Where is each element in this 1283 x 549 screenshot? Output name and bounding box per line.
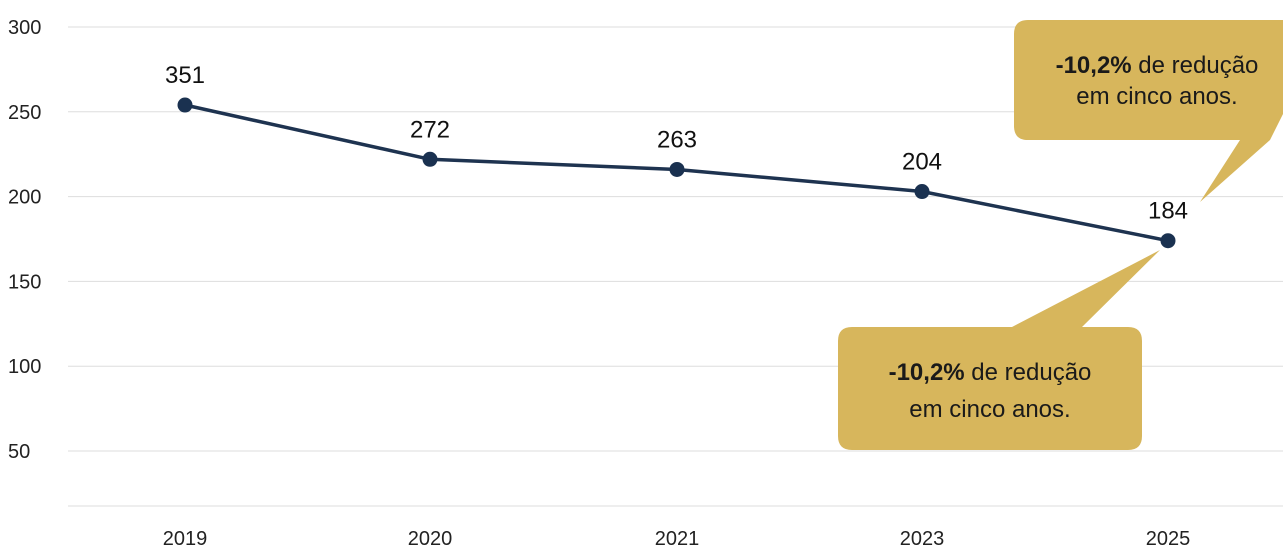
callout-top-bold: -10,2% [1056, 52, 1132, 79]
x-tick-label: 2019 [163, 528, 208, 549]
y-tick-label: 50 [8, 441, 30, 463]
callout-bottom: -10,2% de redução em cinco anos. [838, 250, 1160, 450]
y-axis: 50 100 150 200 250 300 [8, 17, 41, 463]
data-label: 263 [657, 126, 697, 153]
data-label: 272 [410, 116, 450, 143]
data-point [1160, 233, 1176, 249]
data-point [422, 151, 438, 167]
callout-bottom-text: -10,2% de redução [889, 359, 1092, 386]
y-tick-label: 200 [8, 187, 41, 209]
x-axis: 2019 2020 2021 2023 2025 [163, 528, 1191, 549]
data-label: 184 [1148, 198, 1188, 225]
callout-bottom-bold: -10,2% [889, 359, 965, 386]
x-tick-label: 2021 [655, 528, 700, 549]
callout-top-text: -10,2% de redução [1056, 52, 1259, 79]
data-point [914, 184, 930, 200]
data-label: 204 [902, 149, 942, 176]
callout-top-shape [1014, 20, 1283, 202]
callout-top-rest: de redução [1132, 52, 1259, 79]
y-tick-label: 150 [8, 271, 41, 293]
x-tick-label: 2023 [900, 528, 945, 549]
callout-bottom-shape [838, 250, 1160, 450]
y-tick-label: 300 [8, 17, 41, 39]
data-labels: 351 272 263 204 184 [165, 62, 1188, 225]
x-tick-label: 2020 [408, 528, 453, 549]
callout-top: -10,2% de redução em cinco anos. [1014, 20, 1283, 202]
x-tick-label: 2025 [1146, 528, 1191, 549]
data-point [669, 161, 685, 177]
y-tick-label: 250 [8, 102, 41, 124]
grid-lines [68, 26, 1283, 507]
callout-bottom-line2: em cinco anos. [909, 396, 1070, 423]
callout-bottom-rest: de redução [965, 359, 1092, 386]
data-point [177, 97, 193, 113]
callout-top-line2: em cinco anos. [1076, 83, 1237, 110]
y-tick-label: 100 [8, 356, 41, 378]
data-label: 351 [165, 62, 205, 89]
series-group [177, 97, 1176, 249]
